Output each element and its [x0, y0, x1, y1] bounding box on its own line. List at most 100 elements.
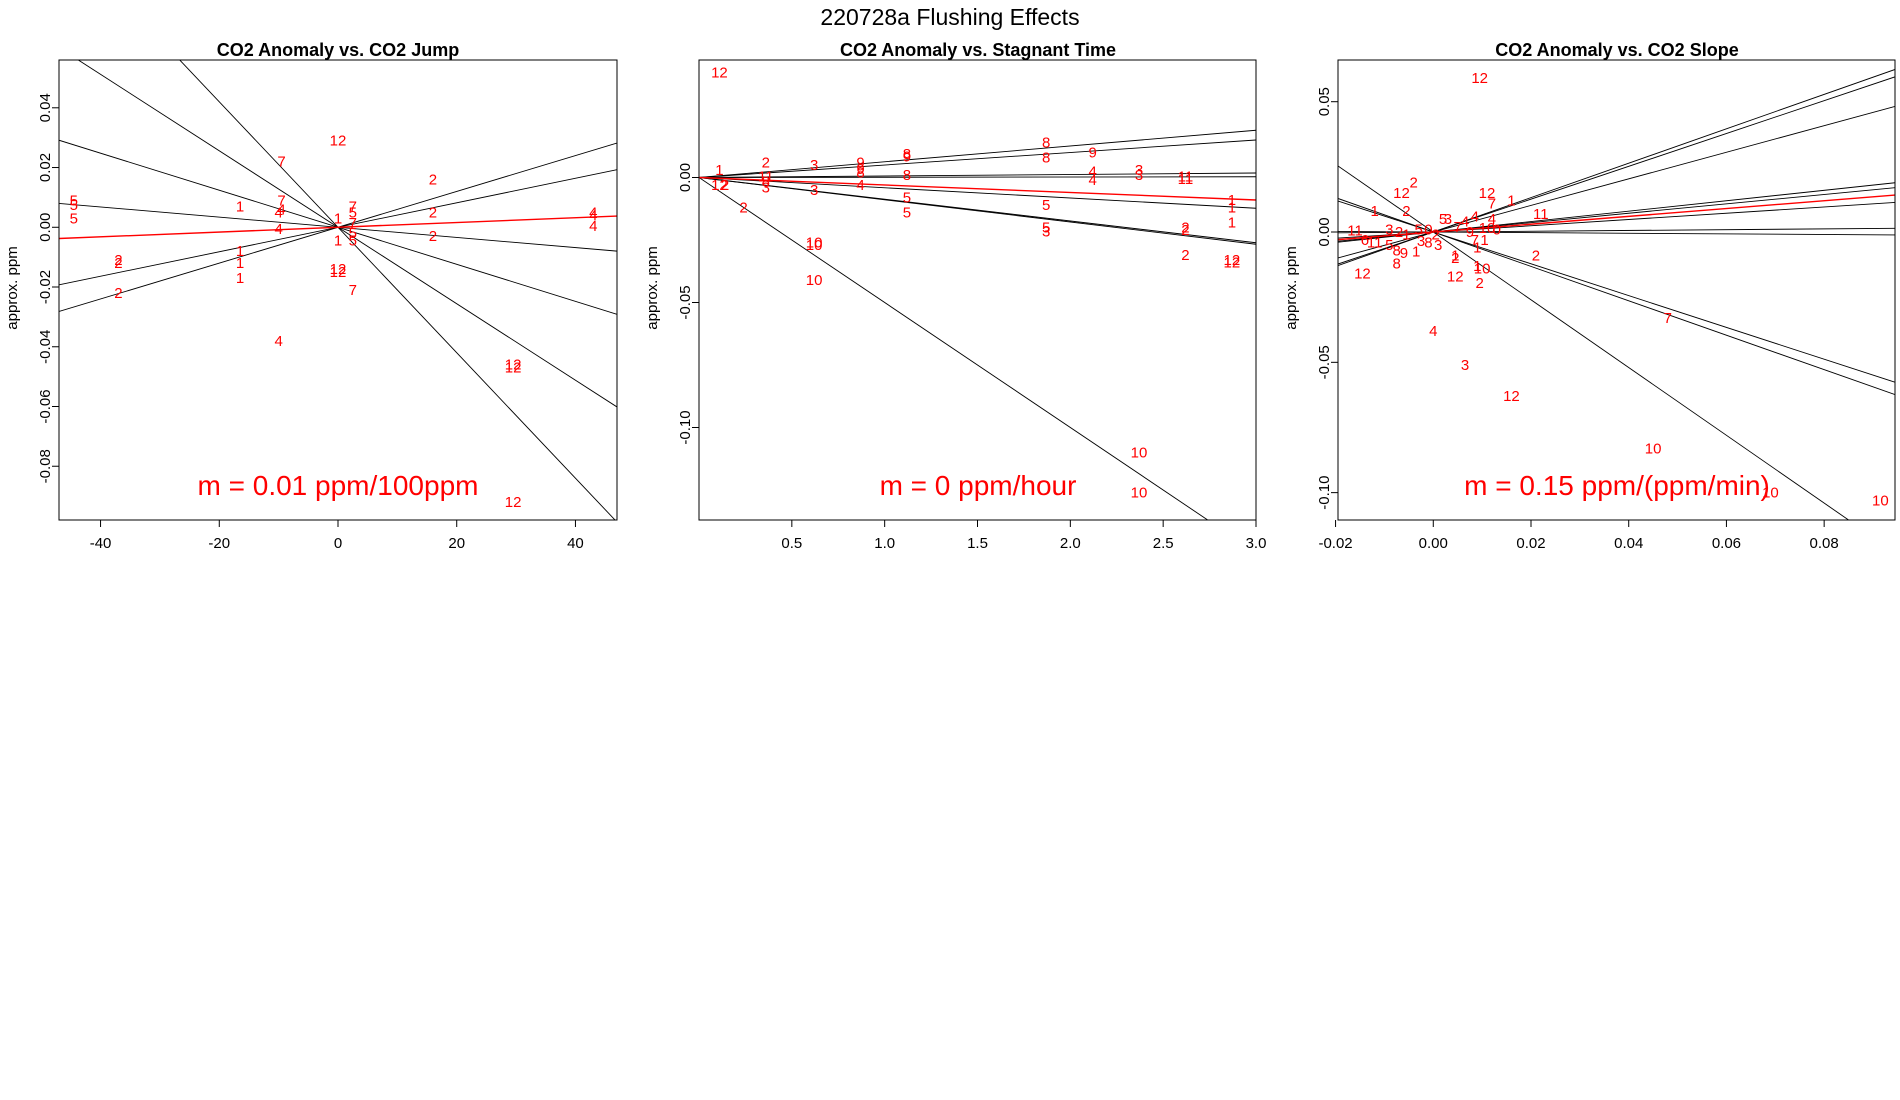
data-point-label: 12 [711, 177, 728, 194]
fit-lines [1338, 69, 1895, 520]
data-point-label: 5 [70, 197, 78, 214]
data-point-label: 1 [1228, 200, 1236, 217]
data-point-label: 9 [1088, 145, 1096, 162]
data-point-label: 4 [589, 218, 597, 235]
data-point-label: 3 [1417, 233, 1425, 250]
data-point-label: 2 [721, 177, 729, 194]
y-tick-label: -0.10 [1316, 476, 1333, 510]
data-point-label: 4 [856, 177, 864, 194]
data-point-label: 3 [1434, 237, 1442, 254]
panel-title: CO2 Anomaly vs. CO2 Slope [1495, 40, 1738, 60]
data-point-label: 2 [429, 204, 437, 221]
data-point-label: 1 [1228, 192, 1236, 209]
data-point-label: 4 [277, 201, 285, 218]
data-point-label: 7 [349, 282, 357, 299]
data-point-label: 10 [806, 272, 823, 289]
y-tick-label: 0.00 [1316, 217, 1333, 246]
data-point-label: 3 [1385, 221, 1393, 238]
plot-frame [698, 59, 1257, 521]
data-point-label: 3 [762, 180, 770, 197]
data-point-label: 5 [349, 233, 357, 250]
figure-title: 220728a Flushing Effects [820, 4, 1079, 30]
data-point-label: 3 [1444, 211, 1452, 228]
panel-co2-jump: CO2 Anomaly vs. CO2 Jump approx. ppm m =… [4, 40, 618, 552]
data-point-label: 1 [236, 270, 244, 287]
y-tick-label: -0.08 [37, 449, 54, 483]
data-point-label: 2 [1410, 174, 1418, 191]
y-tick-label: 0.02 [37, 153, 54, 182]
data-point-label: 8 [1042, 135, 1050, 152]
plot-frame [58, 59, 618, 521]
overall-fit-line [1338, 194, 1895, 241]
data-point-label: 2 [1451, 250, 1459, 267]
data-point-label: 10 [1479, 220, 1496, 237]
data-point-label: 1 [334, 233, 342, 250]
data-point-label: 7 [1664, 310, 1672, 327]
data-point-label: 10 [1131, 445, 1148, 462]
data-point-label: 5 [1439, 211, 1447, 228]
x-tick-label: 0.02 [1516, 535, 1545, 552]
y-axis-label: approx. ppm [644, 246, 661, 329]
data-point-label: 5 [1414, 221, 1422, 238]
fit-line [699, 177, 1256, 209]
data-point-label: 8 [903, 146, 911, 163]
data-point-label: 9 [1466, 224, 1474, 241]
data-point-label: 1 [1507, 193, 1515, 210]
data-point-label: 5 [903, 190, 911, 207]
data-point-label: 4 [589, 204, 597, 221]
panel-title: CO2 Anomaly vs. Stagnant Time [840, 40, 1116, 60]
x-tick-label: 1.0 [874, 535, 895, 552]
data-point-label: 0 [1424, 221, 1432, 238]
slope-annotation: m = 0 ppm/hour [880, 470, 1077, 501]
data-point-label: 1 [334, 210, 342, 227]
data-point-label: 7 [1454, 219, 1462, 236]
slope-annotation: m = 0.15 ppm/(ppm/min) [1464, 470, 1770, 501]
data-point-label: 1 [715, 162, 723, 179]
data-point-label: 11 [1347, 223, 1363, 240]
fit-line [699, 177, 1256, 245]
panel-co2-slope: CO2 Anomaly vs. CO2 Slope approx. ppm m … [1283, 40, 1896, 552]
panel-title: CO2 Anomaly vs. CO2 Jump [217, 40, 459, 60]
data-point-label: 3 [1135, 162, 1143, 179]
data-point-label: 12 [1447, 268, 1464, 285]
data-point-label: 10 [1131, 485, 1148, 502]
data-point-label: 9 [1400, 245, 1408, 262]
y-tick-label: 0.00 [37, 213, 54, 242]
data-point-label: 4 [274, 204, 282, 221]
x-tick-label: 20 [448, 535, 465, 552]
fit-line [699, 129, 1256, 178]
x-tick-label: 0.00 [1419, 535, 1448, 552]
data-point-label: 4 [1088, 163, 1096, 180]
data-point-label: 10 [806, 235, 823, 252]
data-point-label: 1 [236, 255, 244, 272]
data-point-label: 12 [1224, 255, 1241, 272]
data-point-label: 3 [810, 157, 818, 174]
x-tick-label: 0.04 [1614, 535, 1643, 552]
data-point-label: 9 [856, 155, 864, 172]
data-point-label: 11 [1178, 168, 1194, 185]
y-tick-label: 0.04 [37, 93, 54, 122]
data-point-label: 4 [274, 333, 282, 350]
data-point-label: 5 [70, 210, 78, 227]
data-point-label: 12 [711, 65, 728, 82]
data-point-label: 4 [1471, 208, 1479, 225]
data-point-label: 7 [1488, 195, 1496, 212]
data-point-label: 2 [1181, 247, 1189, 264]
data-point-label: 8 [1424, 234, 1432, 251]
y-tick-label: -0.05 [677, 285, 694, 319]
data-point-label: 8 [1392, 255, 1400, 272]
fit-line [699, 176, 1256, 178]
data-point-label: 4 [1088, 172, 1096, 189]
data-point-label: 8 [856, 165, 864, 182]
data-point-label: 2 [1476, 275, 1484, 292]
x-tick-label: 0.5 [781, 535, 802, 552]
data-point-label: 4 [1429, 323, 1437, 340]
data-point-label: 7 [1471, 232, 1479, 249]
data-point-label: 12 [1471, 70, 1488, 87]
data-point-label: 10 [1474, 260, 1491, 277]
y-tick-label: -0.05 [1316, 345, 1333, 379]
data-point-label: 11 [1178, 171, 1194, 188]
data-point-label: 5 [1042, 220, 1050, 237]
data-point-label: 12 [505, 494, 522, 511]
x-tick-label: 0.06 [1712, 535, 1741, 552]
